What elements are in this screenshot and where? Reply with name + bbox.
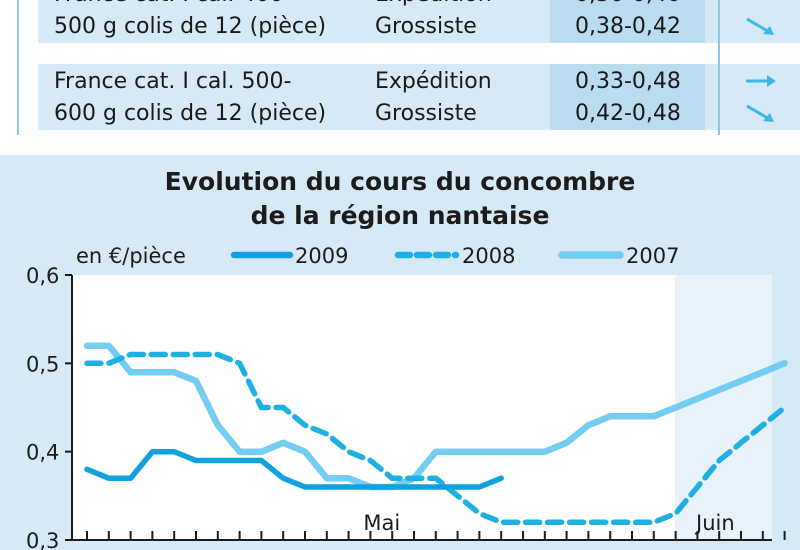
stage-label: Grossiste [375,101,477,126]
y-tick-label: 0,3 [26,529,59,550]
plot-area [72,275,772,540]
origin-label: France cat. I cal. 500- [54,69,292,94]
price-range: 0,30-0,40 [575,0,681,11]
price-range: 0,38-0,42 [575,14,681,39]
table-row: France cat. I cal. 400- 500 g colis de 1… [38,0,800,43]
trend-steady-arrow-icon [746,75,776,87]
series-line-2009 [84,448,504,490]
y-tick-label: 0,4 [26,441,59,465]
chart-title-line2: de la région nantaise [250,201,550,230]
table-right-rule [718,0,720,135]
chart-title: Evolution du cours du concombre de la ré… [0,165,800,233]
x-month-label: Mai [363,511,400,535]
y-axis-unit-label: en €/pièce [76,244,186,268]
legend-label-2009: 2009 [295,244,348,268]
stage-label: Expédition [375,0,492,11]
price-range: 0,33-0,48 [575,69,681,94]
series-line-2008 [84,351,788,526]
price-column [550,64,705,130]
y-tick-label: 0,5 [26,352,59,376]
june-band [675,275,772,540]
trend-down-arrow-icon [746,104,774,122]
legend-label-2008: 2008 [462,244,515,268]
price-column [550,0,705,43]
origin-label: 500 g colis de 12 (pièce) [54,14,327,39]
x-month-label: Juin [694,511,735,535]
table-left-rule [17,0,19,135]
origin-label: 600 g colis de 12 (pièce) [54,101,327,126]
series-layer [83,342,788,526]
stage-label: Grossiste [375,14,477,39]
axis-layer: 0,3 0,4 0,5 0,6 Mai Juin [26,264,786,550]
price-table: France cat. I cal. 400- 500 g colis de 1… [0,0,800,135]
stage-label: Expédition [375,69,492,94]
series-line-2007 [83,342,788,491]
trend-down-arrow-icon [746,17,774,35]
legend-label-2007: 2007 [626,244,679,268]
table-row: France cat. I cal. 500- 600 g colis de 1… [38,64,800,130]
y-tick-label: 0,6 [26,264,59,288]
legend: en €/pièce 2009 2008 2007 [76,244,679,268]
chart-title-line1: Evolution du cours du concombre [164,167,636,196]
origin-label: France cat. I cal. 400- [54,0,291,11]
price-range: 0,42-0,48 [575,101,681,126]
